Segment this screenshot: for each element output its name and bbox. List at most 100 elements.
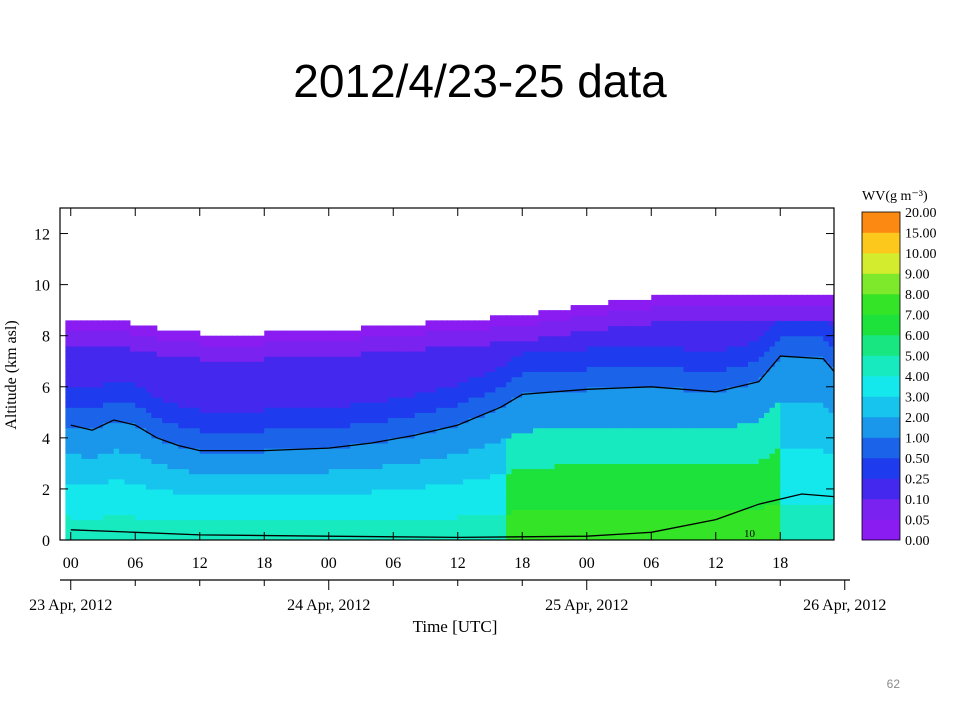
heatmap-cell bbox=[495, 376, 502, 383]
heatmap-cell bbox=[619, 325, 625, 332]
heatmap-cell bbox=[457, 529, 464, 536]
heatmap-cell bbox=[457, 407, 464, 413]
heatmap-cell bbox=[199, 427, 206, 434]
heatmap-cell bbox=[129, 524, 136, 531]
heatmap-cell bbox=[323, 402, 330, 408]
heatmap-cell bbox=[377, 463, 384, 470]
heatmap-cell bbox=[129, 361, 136, 367]
heatmap-cell bbox=[172, 448, 179, 454]
heatmap-cell bbox=[420, 494, 427, 500]
heatmap-cell bbox=[371, 509, 378, 516]
heatmap-cell bbox=[264, 483, 271, 490]
heatmap-cell bbox=[344, 468, 351, 475]
heatmap-cell bbox=[215, 453, 222, 459]
heatmap-cell bbox=[215, 376, 222, 383]
heatmap-cell bbox=[334, 422, 341, 429]
heatmap-cell bbox=[608, 310, 615, 316]
heatmap-cell bbox=[113, 335, 120, 342]
heatmap-cell bbox=[683, 468, 690, 475]
heatmap-cell bbox=[318, 396, 324, 403]
heatmap-cell bbox=[640, 386, 647, 393]
heatmap-cell bbox=[242, 340, 249, 347]
heatmap-cell bbox=[678, 299, 685, 306]
heatmap-cell bbox=[291, 437, 298, 444]
heatmap-cell bbox=[452, 432, 459, 439]
heatmap-cell bbox=[264, 524, 271, 531]
heatmap-cell bbox=[280, 529, 287, 536]
heatmap-cell bbox=[312, 494, 319, 500]
heatmap-cell bbox=[296, 463, 303, 470]
heatmap-cell bbox=[533, 494, 539, 500]
heatmap-cell bbox=[318, 376, 324, 383]
heatmap-cell bbox=[194, 412, 201, 419]
heatmap-cell bbox=[86, 478, 93, 485]
heatmap-cell bbox=[484, 514, 491, 521]
heatmap-cell bbox=[167, 422, 174, 429]
heatmap-cell bbox=[576, 473, 582, 480]
heatmap-cell bbox=[312, 458, 319, 464]
heatmap-cell bbox=[479, 325, 486, 332]
heatmap-cell bbox=[199, 366, 206, 373]
heatmap-cell bbox=[645, 473, 652, 480]
heatmap-cell bbox=[162, 356, 169, 362]
heatmap-cell bbox=[662, 361, 668, 367]
heatmap-cell bbox=[441, 412, 448, 419]
heatmap-cell bbox=[565, 458, 572, 464]
heatmap-cell bbox=[500, 386, 507, 393]
heatmap-cell bbox=[151, 351, 158, 357]
heatmap-cell bbox=[323, 504, 330, 510]
heatmap-cell bbox=[457, 320, 464, 327]
heatmap-cell bbox=[344, 488, 351, 495]
heatmap-cell bbox=[242, 386, 249, 393]
heatmap-cell bbox=[135, 396, 142, 403]
heatmap-cell bbox=[602, 504, 609, 510]
heatmap-cell bbox=[371, 345, 378, 352]
heatmap-cell bbox=[656, 294, 663, 301]
heatmap-cell bbox=[119, 432, 126, 439]
heatmap-cell bbox=[619, 478, 625, 485]
heatmap-cell bbox=[103, 463, 109, 470]
heatmap-cell bbox=[65, 463, 72, 470]
heatmap-cell bbox=[430, 366, 437, 373]
heatmap-cell bbox=[119, 320, 126, 327]
heatmap-cell bbox=[382, 488, 389, 495]
heatmap-cell bbox=[629, 361, 636, 367]
heatmap-cell bbox=[678, 509, 685, 516]
heatmap-cell bbox=[602, 468, 609, 475]
heatmap-cell bbox=[307, 407, 314, 413]
heatmap-cell bbox=[672, 453, 679, 459]
heatmap-cell bbox=[264, 504, 271, 510]
heatmap-cell bbox=[457, 427, 464, 434]
heatmap-cell bbox=[210, 504, 217, 510]
heatmap-cell bbox=[108, 463, 115, 470]
heatmap-cell bbox=[307, 529, 314, 536]
heatmap-cell bbox=[398, 330, 405, 337]
heatmap-cell bbox=[344, 345, 351, 352]
heatmap-cell bbox=[318, 335, 324, 342]
heatmap-cell bbox=[253, 371, 260, 378]
heatmap-cell bbox=[189, 448, 195, 454]
heatmap-cell bbox=[678, 315, 685, 321]
heatmap-cell bbox=[81, 458, 88, 464]
heatmap-cell bbox=[425, 391, 432, 398]
heatmap-cell bbox=[457, 478, 464, 485]
heatmap-cell bbox=[576, 356, 582, 362]
heatmap-cell bbox=[549, 473, 556, 480]
heatmap-cell bbox=[355, 442, 362, 449]
heatmap-cell bbox=[215, 402, 222, 408]
heatmap-cell bbox=[140, 351, 147, 357]
heatmap-cell bbox=[178, 376, 185, 383]
heatmap-cell bbox=[167, 468, 174, 475]
heatmap-cell bbox=[651, 463, 658, 470]
heatmap-cell bbox=[479, 381, 486, 388]
heatmap-cell bbox=[205, 453, 212, 459]
heatmap-cell bbox=[113, 499, 120, 505]
heatmap-cell bbox=[285, 519, 292, 526]
heatmap-cell bbox=[662, 391, 668, 398]
heatmap-cell bbox=[549, 330, 556, 337]
heatmap-cell bbox=[119, 345, 126, 352]
heatmap-cell bbox=[565, 345, 572, 352]
heatmap-cell bbox=[291, 351, 298, 357]
heatmap-cell bbox=[463, 417, 470, 424]
heatmap-cell bbox=[581, 402, 588, 408]
